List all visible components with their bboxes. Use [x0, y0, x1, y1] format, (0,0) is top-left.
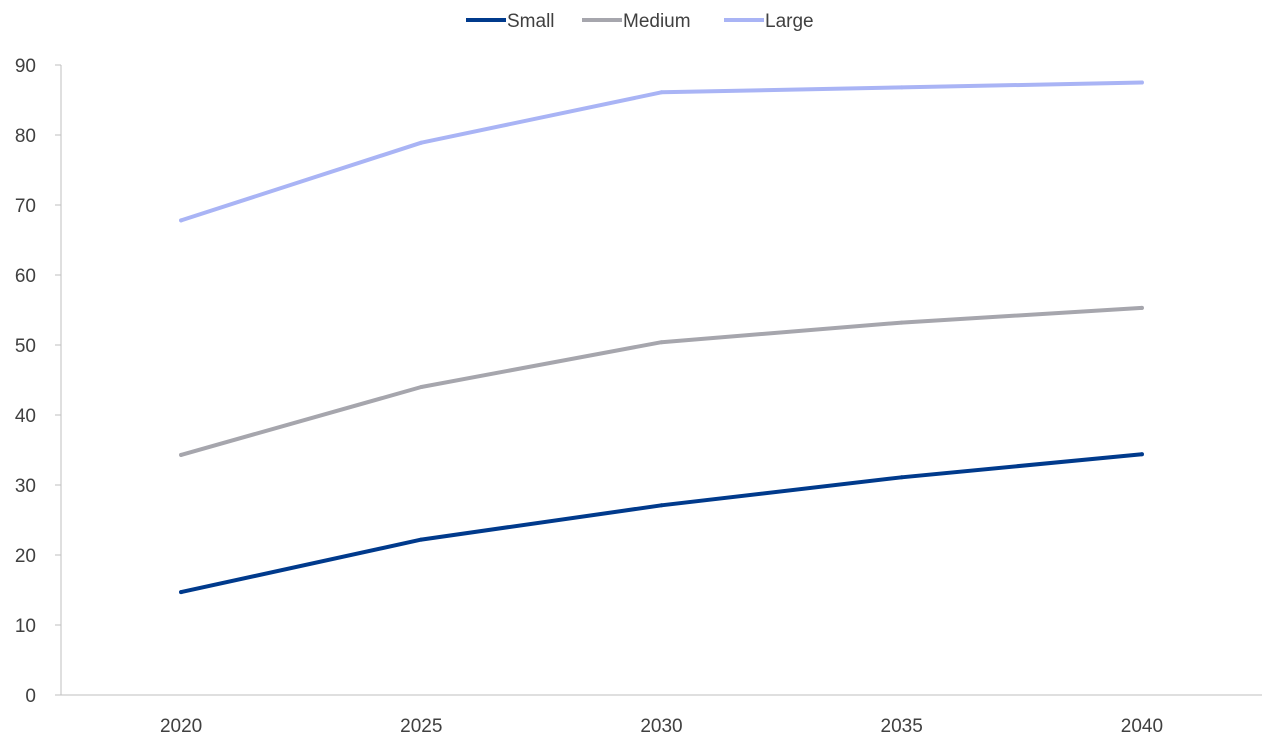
data-point-large: [899, 85, 904, 90]
legend-item-small: Small: [466, 11, 555, 32]
y-tick-label: 80: [15, 126, 36, 147]
x-axis: 2020 2025 2030 2035 2040: [61, 694, 1262, 737]
data-point-small: [419, 537, 424, 542]
data-point-large: [179, 218, 184, 223]
data-point-small: [899, 475, 904, 480]
data-point-medium: [899, 320, 904, 325]
y-tick-label: 0: [25, 686, 36, 707]
x-tick-label: 2030: [640, 716, 682, 737]
y-tick-label: 40: [15, 406, 36, 427]
legend-label: Large: [765, 11, 814, 32]
legend-label: Small: [507, 11, 555, 32]
legend-label: Medium: [623, 11, 691, 32]
series-line-large: [179, 80, 1144, 223]
data-point-large: [1139, 80, 1144, 85]
data-point-small: [659, 503, 664, 508]
y-tick-label: 10: [15, 616, 36, 637]
legend: Small Medium Large: [466, 11, 814, 32]
data-point-small: [1139, 452, 1144, 457]
data-point-medium: [659, 340, 664, 345]
plot-area: [179, 80, 1144, 595]
y-axis: 0 10 20 30 40 50 60 70 80 90: [15, 56, 62, 707]
data-point-medium: [419, 385, 424, 389]
series-line-medium: [179, 305, 1144, 457]
data-point-large: [659, 90, 664, 95]
legend-item-large: Large: [724, 11, 814, 32]
legend-item-medium: Medium: [582, 11, 691, 32]
y-tick-label: 90: [15, 56, 36, 77]
x-tick-label: 2035: [881, 716, 923, 737]
y-tick-label: 60: [15, 266, 36, 287]
data-point-medium: [179, 452, 184, 457]
y-tick-label: 70: [15, 196, 36, 217]
x-tick-label: 2025: [400, 716, 442, 737]
x-tick-label: 2020: [160, 716, 202, 737]
data-point-large: [419, 140, 424, 145]
y-tick-label: 20: [15, 546, 36, 567]
series-line-small: [179, 452, 1144, 595]
x-tick-label: 2040: [1121, 716, 1163, 737]
data-point-medium: [1139, 305, 1144, 310]
data-point-small: [179, 590, 184, 595]
y-tick-label: 30: [15, 476, 36, 497]
y-tick-label: 50: [15, 336, 36, 357]
